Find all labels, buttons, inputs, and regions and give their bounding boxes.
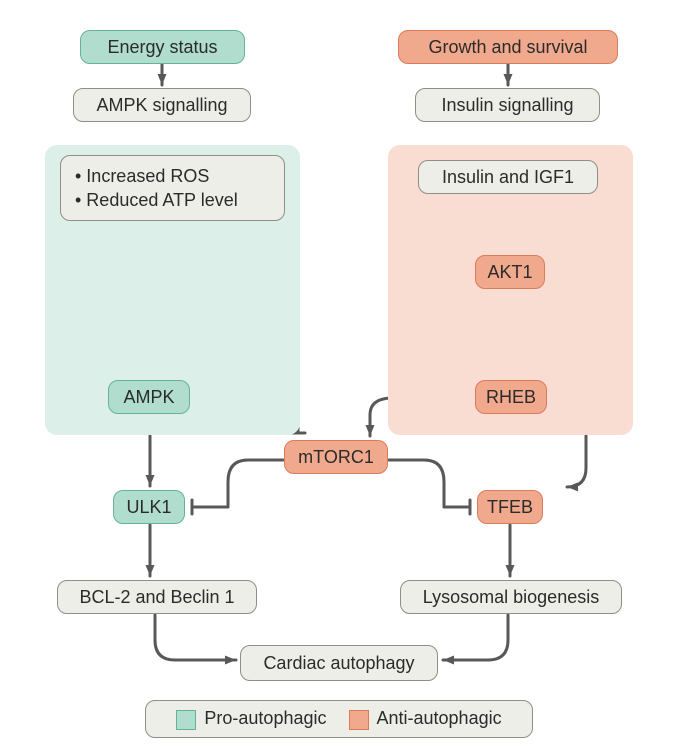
node-insulin_sig-label: Insulin signalling [441, 95, 573, 116]
node-mtorc1-label: mTORC1 [298, 447, 374, 468]
legend-swatch-anti [349, 710, 369, 730]
node-rheb: RHEB [475, 380, 547, 414]
node-ampk: AMPK [108, 380, 190, 414]
edge-13 [155, 615, 236, 660]
node-ros_atp-item: • Increased ROS [75, 164, 209, 188]
edge-1-arrowhead [504, 74, 513, 85]
node-ampk-label: AMPK [123, 387, 174, 408]
edge-14 [443, 615, 508, 660]
edge-11-arrowhead [146, 565, 155, 576]
node-ros_atp: • Increased ROS• Reduced ATP level [60, 155, 285, 221]
node-insulin_igf1: Insulin and IGF1 [418, 160, 598, 194]
edge-12-arrowhead [506, 565, 515, 576]
node-cardiac-label: Cardiac autophagy [263, 653, 414, 674]
edge-14-arrowhead [443, 656, 454, 665]
node-bcl2: BCL-2 and Beclin 1 [57, 580, 257, 614]
node-tfeb: TFEB [477, 490, 543, 524]
node-lyso-label: Lysosomal biogenesis [423, 587, 599, 608]
legend-item-pro: Pro-autophagic [176, 708, 326, 729]
edge-8-arrowhead [146, 475, 155, 486]
node-tfeb-label: TFEB [487, 497, 533, 518]
edge-10 [389, 460, 470, 507]
legend-label-pro: Pro-autophagic [204, 708, 326, 728]
edge-0-arrowhead [158, 74, 167, 85]
legend: Pro-autophagic Anti-autophagic [145, 700, 533, 738]
node-ampk_signalling: AMPK signalling [73, 88, 251, 122]
edge-7-arrowhead [567, 482, 578, 491]
edge-5-arrowhead [366, 425, 375, 436]
node-insulin_sig: Insulin signalling [415, 88, 600, 122]
node-cardiac: Cardiac autophagy [240, 645, 438, 681]
node-lyso: Lysosomal biogenesis [400, 580, 622, 614]
legend-label-anti: Anti-autophagic [377, 708, 502, 728]
node-growth_survival-label: Growth and survival [428, 37, 587, 58]
node-bcl2-label: BCL-2 and Beclin 1 [79, 587, 234, 608]
node-ulk1-label: ULK1 [126, 497, 171, 518]
node-ulk1: ULK1 [113, 490, 185, 524]
node-ros_atp-item: • Reduced ATP level [75, 188, 238, 212]
node-rheb-label: RHEB [486, 387, 536, 408]
node-growth_survival: Growth and survival [398, 30, 618, 64]
node-insulin_igf1-label: Insulin and IGF1 [442, 167, 574, 188]
node-akt1-label: AKT1 [487, 262, 532, 283]
node-mtorc1: mTORC1 [284, 440, 388, 474]
legend-item-anti: Anti-autophagic [349, 708, 502, 729]
legend-swatch-pro [176, 710, 196, 730]
node-akt1: AKT1 [475, 255, 545, 289]
node-energy_status: Energy status [80, 30, 245, 64]
edge-13-arrowhead [225, 656, 236, 665]
edge-9 [192, 460, 283, 507]
node-energy_status-label: Energy status [107, 37, 217, 58]
node-ampk_signalling-label: AMPK signalling [96, 95, 227, 116]
